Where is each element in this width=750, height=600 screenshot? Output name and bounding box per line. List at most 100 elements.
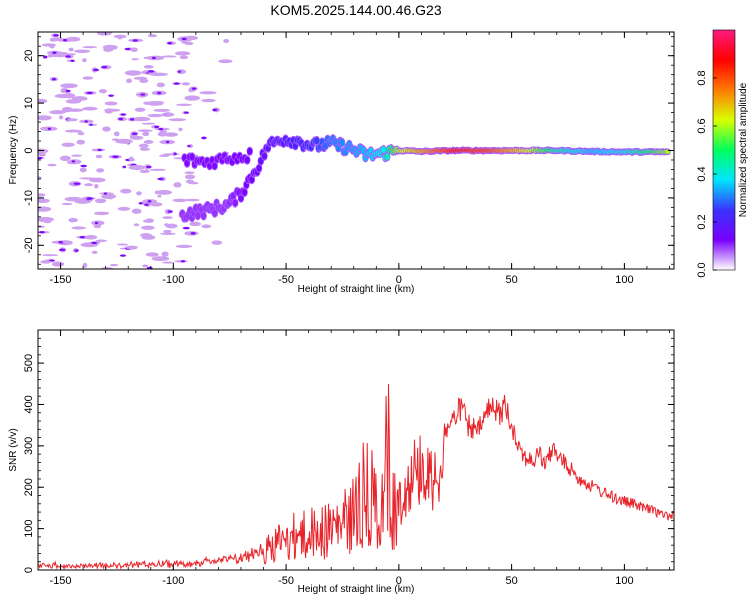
noise-blob-core xyxy=(51,77,56,81)
noise-blob xyxy=(184,41,194,46)
noise-blob-core xyxy=(140,93,146,96)
noise-blob-core xyxy=(212,108,218,112)
noise-blob-core xyxy=(138,202,143,205)
noise-blob xyxy=(172,198,188,203)
noise-blob xyxy=(124,70,142,76)
signal-cell xyxy=(384,153,390,161)
snr-axes: -150 -100 -50 0 50 100 0 100 200 300 400 500 xyxy=(23,329,674,587)
noise-blob xyxy=(156,190,173,195)
noise-blob xyxy=(84,183,94,187)
noise-blob xyxy=(94,184,99,189)
noise-blob-core xyxy=(187,144,191,148)
noise-blob xyxy=(163,132,179,137)
noise-blob-core xyxy=(53,34,59,37)
noise-blob xyxy=(49,39,58,42)
signal-cell xyxy=(256,164,262,172)
noise-blob xyxy=(124,245,138,250)
noise-blob xyxy=(147,113,163,118)
spectrogram-xtick-label: -150 xyxy=(50,274,72,286)
noise-blob xyxy=(143,56,148,59)
noise-blob xyxy=(40,260,52,264)
noise-blob-core xyxy=(120,113,126,116)
noise-blob xyxy=(143,65,154,69)
noise-blob-core xyxy=(70,59,75,63)
colorbar-tick-label: 0.8 xyxy=(696,70,708,85)
noise-blob xyxy=(184,171,195,174)
noise-blob xyxy=(96,168,105,173)
spectrogram-ylabel: Frequency (Hz) xyxy=(8,116,19,185)
signal-cell xyxy=(189,153,195,161)
noise-blob-core xyxy=(181,37,187,41)
colorbar-label: Normalized spectral amplitude xyxy=(738,82,749,217)
signal-trace xyxy=(179,134,671,223)
signal-cell xyxy=(261,152,268,160)
signal-cell xyxy=(212,162,218,170)
noise-blob-core xyxy=(101,66,108,69)
noise-blob xyxy=(99,89,107,94)
noise-blob-core xyxy=(58,241,63,244)
noise-blob xyxy=(96,32,112,36)
noise-blob xyxy=(145,218,154,223)
noise-blob xyxy=(38,148,49,154)
noise-blob-core xyxy=(80,164,87,168)
noise-blob-core xyxy=(131,132,138,135)
noise-blob xyxy=(184,95,201,101)
noise-blob xyxy=(38,98,48,104)
noise-blob-core xyxy=(182,226,190,230)
snr-frame xyxy=(37,329,675,571)
noise-blob xyxy=(82,45,98,49)
noise-blob xyxy=(112,138,120,141)
noise-blob-core xyxy=(74,249,79,252)
colorbar-tick-label: 0.2 xyxy=(696,214,708,229)
noise-blob xyxy=(38,193,46,197)
noise-blob xyxy=(181,82,191,86)
noise-blob xyxy=(38,198,50,203)
noise-blob xyxy=(147,34,158,38)
noise-blob xyxy=(141,225,155,230)
noise-blob xyxy=(156,82,165,88)
noise-blob xyxy=(184,174,196,180)
noise-blob-core xyxy=(65,55,71,58)
snr-xtick-label: 50 xyxy=(505,575,517,587)
noise-blob xyxy=(94,198,107,204)
noise-blob xyxy=(168,118,187,122)
colorbar-tick-label: 0.0 xyxy=(696,262,708,277)
spectrogram-xtick-label: 0 xyxy=(396,274,402,286)
noise-blob xyxy=(102,44,118,51)
spectrogram-xlabel: Height of straight line (km) xyxy=(298,284,415,295)
noise-blob xyxy=(104,101,118,106)
noise-blob xyxy=(139,78,149,83)
signal-cell xyxy=(247,147,253,155)
noise-blob xyxy=(49,110,66,115)
noise-blob xyxy=(162,216,173,220)
signal-cell xyxy=(230,192,236,200)
noise-blob-core xyxy=(129,118,135,121)
snr-ytick-label: 400 xyxy=(23,395,35,413)
noise-blob-core xyxy=(173,82,180,85)
noise-blob xyxy=(43,220,52,224)
noise-blob xyxy=(139,169,150,174)
noise-blob xyxy=(146,101,164,106)
noise-blob xyxy=(117,206,131,211)
noise-blob xyxy=(82,76,94,80)
noise-blob xyxy=(93,224,102,229)
colorbar-gradient xyxy=(713,30,735,270)
noise-blob-core xyxy=(73,182,81,185)
noise-blob xyxy=(138,143,149,148)
noise-blob-core xyxy=(94,221,99,225)
noise-blob xyxy=(174,51,191,56)
noise-blob xyxy=(143,140,154,145)
colorbar: 0.0 0.2 0.4 0.6 0.8 Normalized spectral ampl… xyxy=(696,29,749,278)
snr-line xyxy=(38,383,674,570)
noise-blob xyxy=(38,206,52,212)
noise-blob-core xyxy=(157,91,162,95)
noise-blob xyxy=(77,131,85,136)
noise-blob xyxy=(139,147,151,151)
noise-blob-core xyxy=(191,87,197,90)
noise-blob xyxy=(128,156,134,162)
colorbar-tick-label: 0.4 xyxy=(696,166,708,181)
snr-xtick-label: -100 xyxy=(162,575,184,587)
noise-blob xyxy=(61,202,73,206)
noise-blob-core xyxy=(180,260,186,263)
noise-blob xyxy=(151,256,170,262)
